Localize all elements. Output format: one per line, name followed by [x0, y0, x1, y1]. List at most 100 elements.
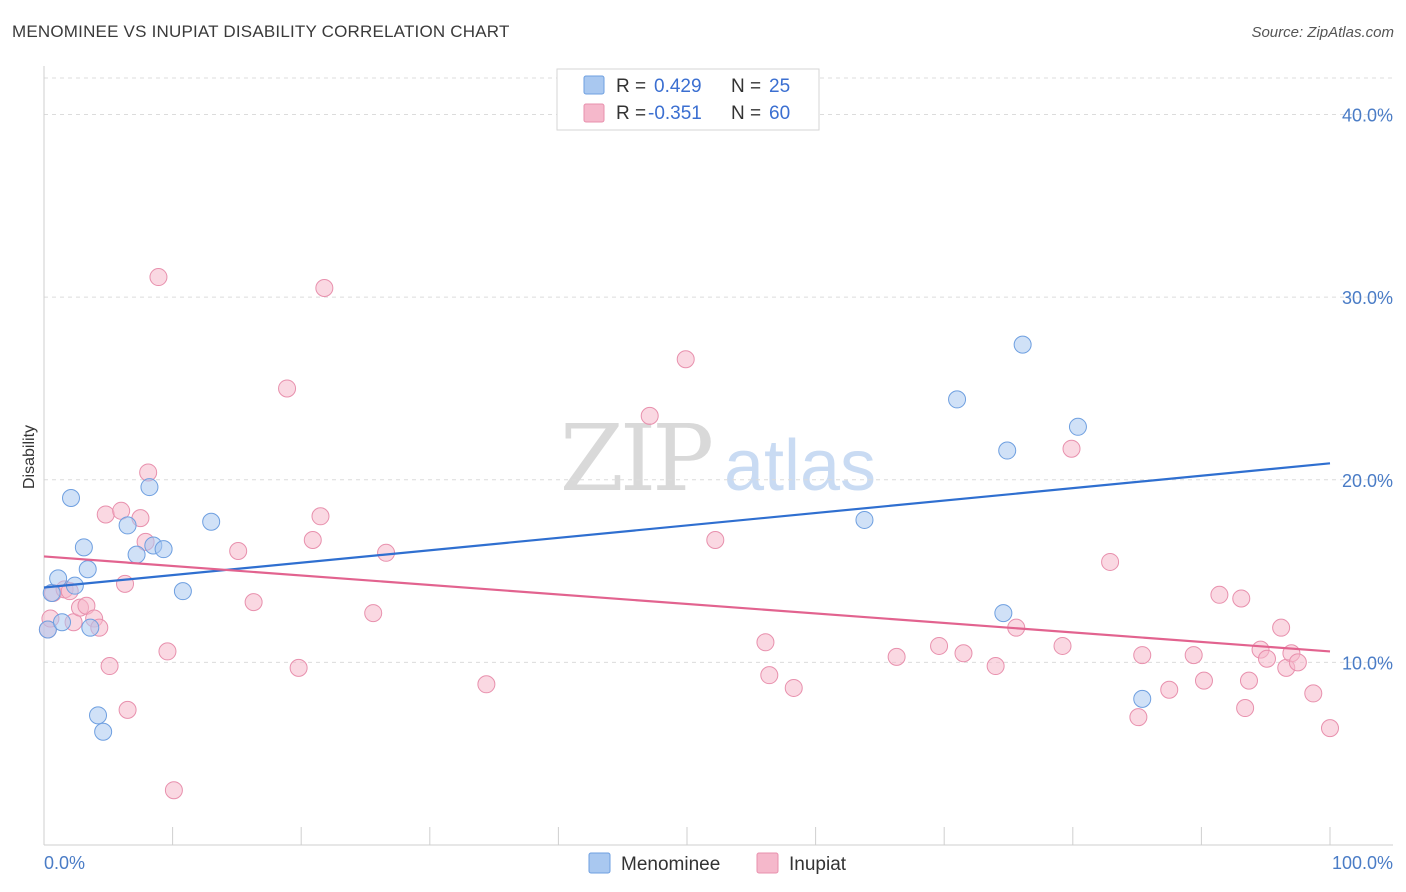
point-menominee: [855, 510, 874, 529]
point-inupiat: [1194, 671, 1213, 690]
legend-r-value-2: -0.351: [648, 103, 702, 124]
point-menominee: [154, 540, 173, 559]
point-inupiat: [303, 531, 322, 550]
x-tick-label-max: 100.0%: [1332, 853, 1393, 873]
point-menominee: [38, 620, 57, 639]
point-inupiat: [1232, 589, 1251, 608]
point-menominee: [74, 538, 93, 557]
series-legend: Menominee Inupiat: [588, 852, 847, 875]
legend-n-label-2: N =: [731, 103, 761, 124]
point-menominee: [1013, 335, 1032, 354]
point-inupiat: [760, 666, 779, 685]
point-menominee: [202, 512, 221, 531]
legend-n-label-1: N =: [731, 76, 761, 97]
point-inupiat: [887, 647, 906, 666]
point-inupiat: [1129, 708, 1148, 727]
trend-lines: [43, 462, 1331, 653]
point-inupiat: [158, 642, 177, 661]
point-inupiat: [118, 700, 137, 719]
point-inupiat: [1239, 671, 1258, 690]
legend-n-value-1: 25: [769, 76, 790, 97]
point-menominee: [1133, 689, 1152, 708]
y-axis-label: Disability: [21, 425, 38, 489]
point-menominee: [94, 722, 113, 741]
point-inupiat: [1101, 552, 1120, 571]
data-points: [38, 268, 1339, 800]
point-inupiat: [364, 604, 383, 623]
point-menominee: [81, 618, 100, 637]
point-menominee: [127, 545, 146, 564]
point-inupiat: [315, 279, 334, 298]
x-tick-label-min: 0.0%: [44, 853, 85, 873]
y-tick-label: 40.0%: [1342, 106, 1393, 126]
point-inupiat: [1210, 585, 1229, 604]
legend-n-value-2: 60: [769, 103, 790, 124]
point-inupiat: [930, 636, 949, 655]
legend-r-value-1: 0.429: [654, 76, 702, 97]
point-inupiat: [1304, 684, 1323, 703]
point-menominee: [49, 569, 68, 588]
watermark: ZIP atlas: [560, 405, 876, 512]
point-inupiat: [954, 644, 973, 663]
legend-r-label-1: R =: [616, 76, 646, 97]
legend-swatch-inupiat: [583, 103, 605, 123]
point-inupiat: [477, 675, 496, 694]
legend-swatch-menominee: [583, 75, 605, 95]
y-tick-label: 20.0%: [1342, 471, 1393, 491]
point-inupiat: [986, 657, 1005, 676]
point-inupiat: [1160, 680, 1179, 699]
point-menominee: [994, 604, 1013, 623]
watermark-zip: ZIP: [560, 405, 711, 512]
point-menominee: [89, 706, 108, 725]
trend-line-menominee: [43, 462, 1331, 589]
chart-title: MENOMINEE VS INUPIAT DISABILITY CORRELAT…: [12, 22, 510, 41]
point-inupiat: [1053, 636, 1072, 655]
point-menominee: [53, 613, 72, 632]
series-legend-swatch-menominee: [588, 852, 611, 874]
grid-lines: [44, 77, 1393, 663]
series-legend-label-inupiat: Inupiat: [789, 854, 847, 875]
point-inupiat: [1184, 646, 1203, 665]
point-inupiat: [116, 574, 135, 593]
point-inupiat: [1288, 653, 1307, 672]
trend-line-inupiat: [43, 555, 1331, 653]
point-menominee: [998, 441, 1017, 460]
point-inupiat: [164, 781, 183, 800]
axes: [43, 66, 1393, 846]
point-menominee: [948, 390, 967, 409]
point-inupiat: [100, 657, 119, 676]
point-inupiat: [706, 531, 725, 550]
point-inupiat: [676, 350, 695, 369]
series-legend-swatch-inupiat: [756, 852, 779, 874]
point-inupiat: [1272, 618, 1291, 637]
point-inupiat: [1236, 699, 1255, 718]
y-tick-label: 10.0%: [1342, 653, 1393, 673]
point-inupiat: [756, 633, 775, 652]
point-inupiat: [640, 406, 659, 425]
correlation-legend: R = 0.429 N = 25 R = -0.351 N = 60: [556, 68, 820, 131]
x-ticks: [43, 827, 1331, 845]
point-menominee: [140, 478, 159, 497]
watermark-atlas: atlas: [724, 426, 876, 506]
point-inupiat: [149, 268, 168, 287]
point-inupiat: [244, 593, 263, 612]
point-menominee: [118, 516, 137, 535]
series-legend-label-menominee: Menominee: [621, 854, 720, 875]
legend-r-label-2: R =: [616, 103, 646, 124]
point-inupiat: [1321, 719, 1339, 738]
point-inupiat: [311, 507, 330, 526]
source-label: Source: ZipAtlas.com: [1251, 24, 1394, 41]
point-inupiat: [1133, 646, 1152, 665]
y-tick-label: 30.0%: [1342, 288, 1393, 308]
point-menominee: [1068, 417, 1087, 436]
point-inupiat: [1257, 649, 1276, 668]
point-inupiat: [784, 678, 803, 697]
point-menominee: [173, 582, 192, 601]
point-inupiat: [289, 658, 308, 677]
point-inupiat: [278, 379, 297, 398]
point-inupiat: [1062, 439, 1081, 458]
y-tick-labels: 10.0% 20.0% 30.0% 40.0%: [1342, 106, 1393, 674]
point-menominee: [78, 560, 97, 579]
point-inupiat: [96, 505, 115, 524]
